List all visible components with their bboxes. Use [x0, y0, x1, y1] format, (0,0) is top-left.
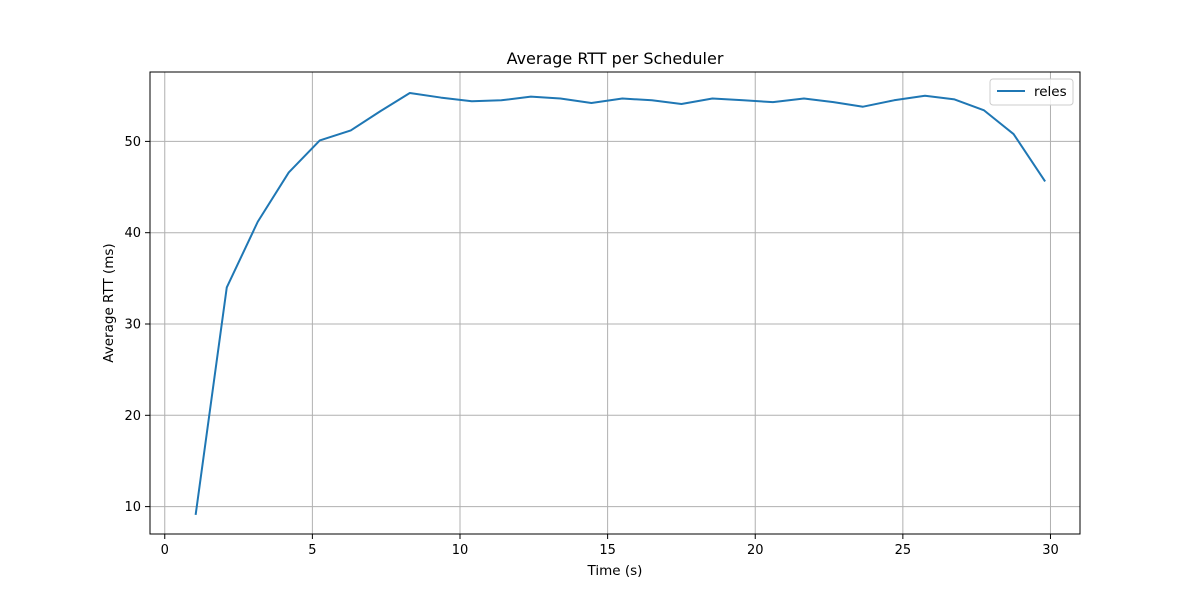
grid-lines [150, 72, 1080, 534]
y-axis-label: Average RTT (ms) [101, 243, 117, 362]
x-tick-label: 10 [452, 543, 469, 558]
axis-ticks: 0 5 10 15 20 25 30 10 20 30 40 50 [124, 135, 1058, 558]
y-tick-label: 30 [124, 318, 141, 333]
chart-title: Average RTT per Scheduler [507, 49, 724, 68]
legend: reles [989, 78, 1074, 106]
plot-area-frame [149, 71, 1081, 535]
x-tick-label: 20 [747, 543, 764, 558]
x-axis-label: Time (s) [587, 563, 643, 579]
x-tick-label: 0 [161, 543, 169, 558]
legend-label-reles: reles [1034, 84, 1067, 100]
y-tick-label: 10 [124, 500, 141, 515]
x-tick-label: 30 [1042, 543, 1059, 558]
x-tick-label: 15 [599, 543, 616, 558]
series-layer [194, 92, 1046, 516]
series-line-reles [194, 92, 1046, 516]
y-tick-label: 20 [124, 409, 141, 424]
legend-box [989, 78, 1074, 106]
x-tick-label: 5 [308, 543, 316, 558]
y-tick-label: 50 [124, 135, 141, 150]
y-tick-label: 40 [124, 226, 141, 241]
x-tick-label: 25 [895, 543, 912, 558]
